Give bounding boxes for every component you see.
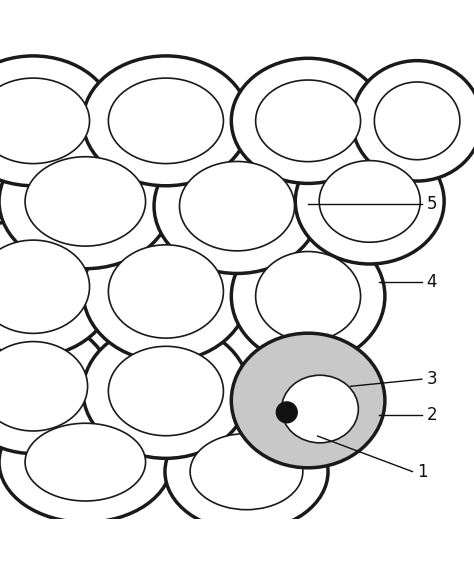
Ellipse shape: [180, 161, 294, 251]
Ellipse shape: [0, 217, 115, 356]
Ellipse shape: [109, 346, 223, 436]
Ellipse shape: [255, 80, 361, 162]
Ellipse shape: [295, 139, 444, 264]
Ellipse shape: [255, 252, 361, 341]
Text: 1: 1: [417, 462, 428, 481]
Ellipse shape: [190, 434, 303, 510]
Ellipse shape: [0, 78, 90, 164]
Text: 5: 5: [427, 195, 437, 213]
Text: 4: 4: [427, 273, 437, 291]
Ellipse shape: [0, 134, 172, 268]
Text: 2: 2: [427, 406, 437, 424]
Ellipse shape: [231, 58, 385, 183]
Ellipse shape: [83, 324, 249, 459]
Ellipse shape: [374, 82, 460, 160]
Ellipse shape: [165, 412, 328, 531]
Ellipse shape: [319, 161, 420, 242]
Ellipse shape: [0, 342, 88, 431]
Ellipse shape: [282, 375, 358, 443]
Ellipse shape: [0, 240, 90, 333]
Ellipse shape: [352, 61, 474, 181]
Ellipse shape: [109, 245, 223, 338]
Text: 3: 3: [427, 370, 437, 388]
Ellipse shape: [0, 319, 112, 453]
Ellipse shape: [231, 333, 385, 468]
Ellipse shape: [0, 402, 172, 522]
Ellipse shape: [83, 56, 249, 186]
Ellipse shape: [83, 222, 249, 361]
Ellipse shape: [231, 229, 385, 364]
Ellipse shape: [0, 56, 115, 186]
Ellipse shape: [25, 423, 146, 501]
Ellipse shape: [25, 157, 146, 246]
Ellipse shape: [154, 139, 320, 274]
Ellipse shape: [109, 78, 223, 164]
Circle shape: [276, 402, 297, 423]
